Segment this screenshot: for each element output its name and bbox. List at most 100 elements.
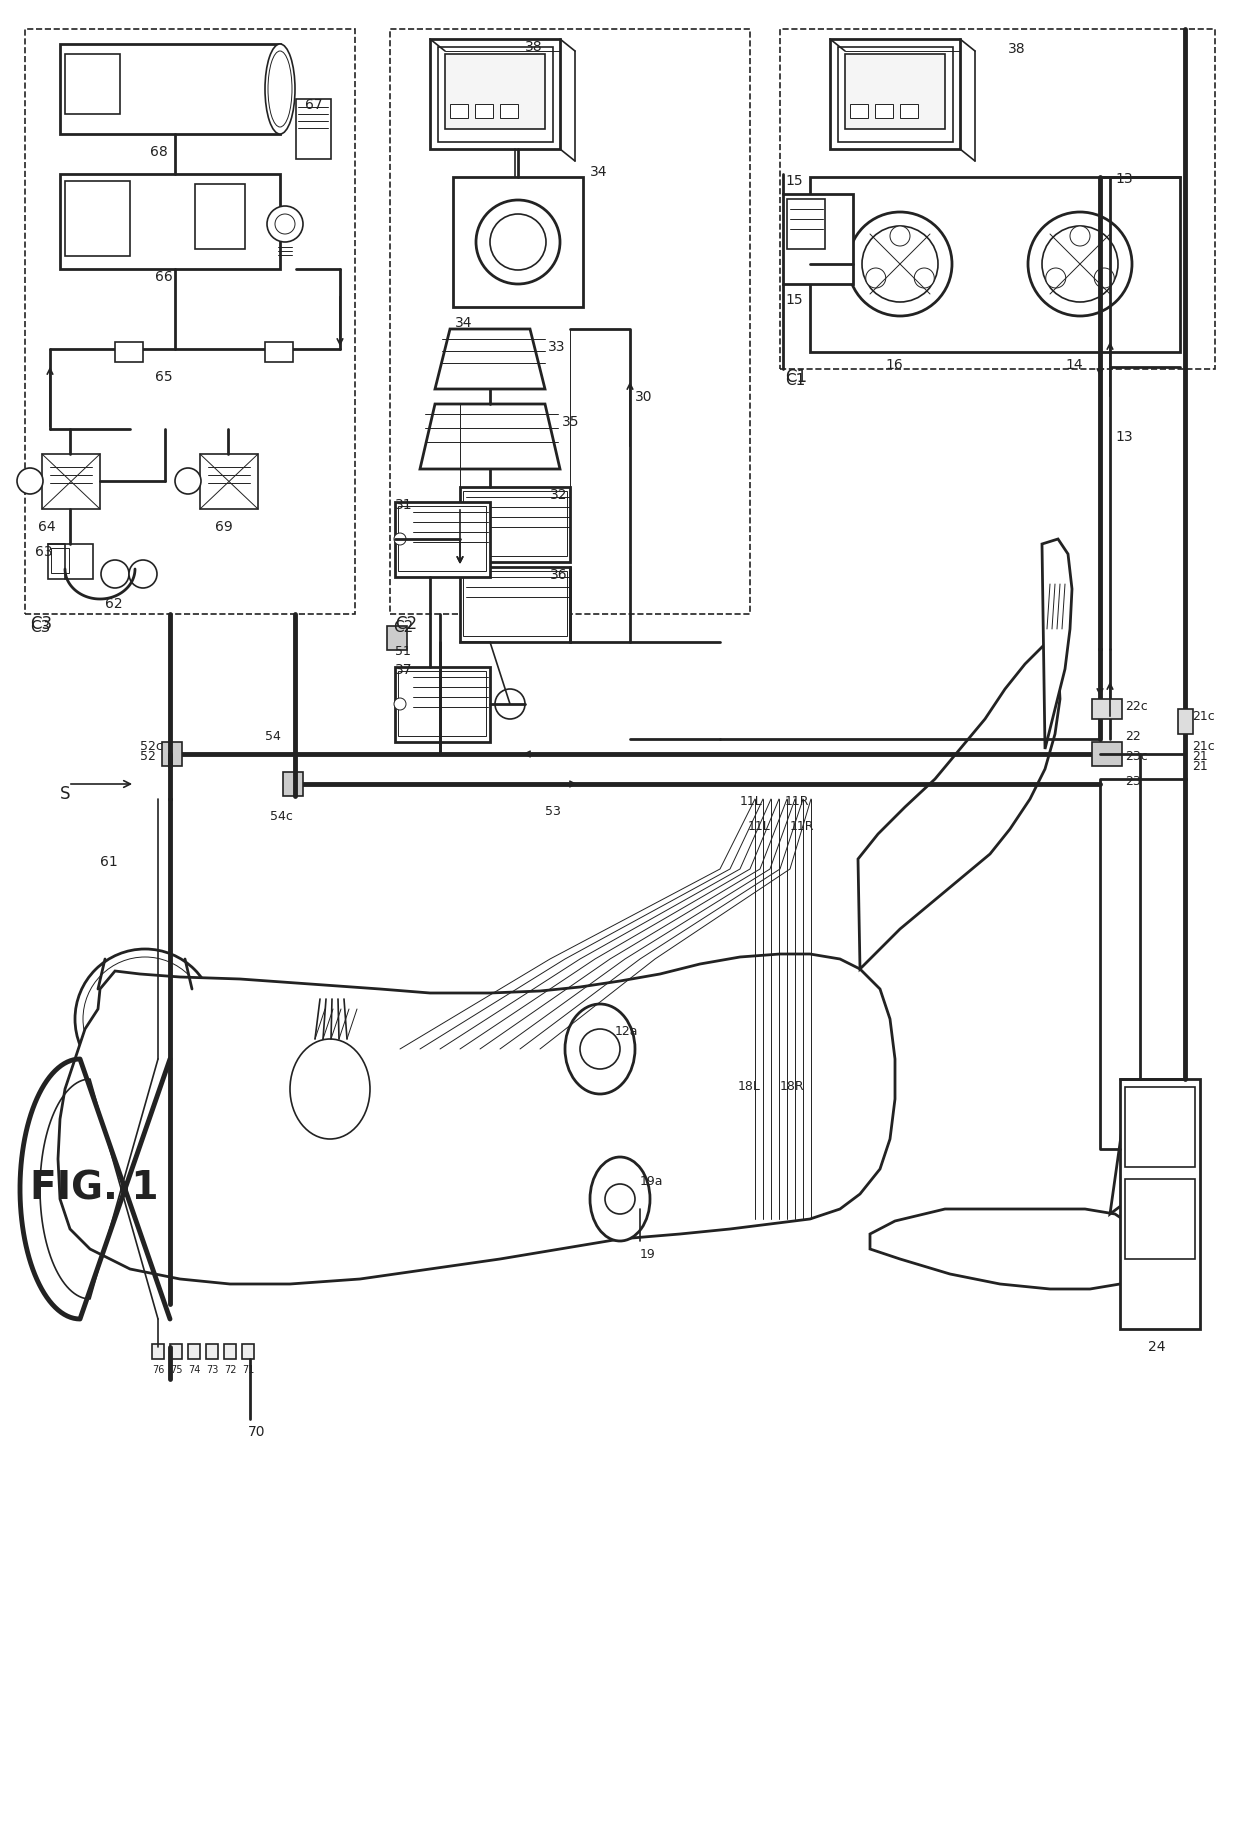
Text: 67: 67 [305,98,322,111]
Text: 18R: 18R [780,1079,805,1092]
Text: 21: 21 [1192,760,1208,773]
Text: 18L: 18L [738,1079,761,1092]
Bar [460,567,570,644]
Text: C2: C2 [393,620,413,634]
Bar [875,106,893,118]
Bar [1125,1087,1195,1167]
Text: 21: 21 [1192,749,1208,762]
Bar [206,1344,218,1360]
Bar [438,47,553,142]
Bar [1178,709,1193,735]
Polygon shape [420,405,560,470]
Text: 24: 24 [1148,1340,1166,1353]
Bar [25,29,355,614]
Text: FIG. 1: FIG. 1 [30,1169,159,1207]
Text: 35: 35 [562,416,579,428]
Bar [283,773,303,797]
Text: 52c: 52c [140,740,162,753]
Circle shape [495,689,525,720]
Circle shape [100,561,129,589]
Text: 38: 38 [525,40,543,55]
Circle shape [862,226,937,303]
Polygon shape [1110,1125,1158,1214]
Bar [1120,1079,1200,1329]
Text: 12a: 12a [615,1025,639,1037]
Text: 15: 15 [785,173,802,188]
Circle shape [580,1030,620,1070]
Polygon shape [858,640,1060,970]
Circle shape [267,206,303,242]
Text: 13: 13 [1115,430,1132,443]
Bar [900,106,918,118]
Text: 32: 32 [551,489,568,501]
Circle shape [490,215,546,272]
Bar [780,29,1215,370]
Text: 23: 23 [1125,775,1141,788]
Circle shape [394,534,405,545]
Bar [396,503,490,578]
Text: 19: 19 [640,1247,656,1260]
Text: 21c: 21c [1192,740,1215,753]
Bar [195,184,246,250]
Bar [51,549,69,574]
Bar [391,29,750,614]
Text: 13: 13 [1115,171,1132,186]
Bar [1092,700,1122,720]
Bar [1092,742,1122,767]
Text: 61: 61 [100,855,118,868]
Bar [445,55,546,129]
Text: 75: 75 [170,1364,182,1375]
Bar [463,572,567,636]
Text: 71: 71 [242,1364,254,1375]
Text: 21c: 21c [1192,709,1215,722]
Circle shape [1045,268,1065,288]
Circle shape [605,1185,635,1214]
Text: 76: 76 [153,1364,165,1375]
Text: 11R: 11R [785,795,810,808]
Bar [398,671,486,736]
Text: 72: 72 [224,1364,237,1375]
Bar [200,454,258,510]
Polygon shape [58,955,895,1283]
Bar [42,454,100,510]
Text: 51: 51 [396,645,410,658]
Text: 22c: 22c [1125,700,1148,713]
Text: 11R: 11R [790,820,815,833]
Text: 34: 34 [455,315,472,330]
Text: 70: 70 [248,1424,265,1438]
Circle shape [1070,226,1090,246]
Text: 14: 14 [1065,357,1083,372]
Circle shape [17,469,43,494]
Text: 19a: 19a [640,1174,663,1187]
Bar [844,55,945,129]
Text: 74: 74 [188,1364,201,1375]
Bar [115,343,143,363]
Bar [153,1344,164,1360]
Bar [463,492,567,556]
Bar [838,47,954,142]
Bar [188,1344,200,1360]
Text: 38: 38 [1008,42,1025,57]
Text: 54c: 54c [270,809,293,822]
Text: 33: 33 [548,339,565,354]
Text: C1: C1 [785,372,805,388]
Circle shape [866,268,885,288]
Bar [224,1344,236,1360]
Text: 53: 53 [546,804,560,817]
Text: 30: 30 [635,390,652,403]
Text: C3: C3 [30,614,52,633]
Circle shape [175,469,201,494]
Text: 16: 16 [885,357,903,372]
Text: 68: 68 [150,144,167,159]
Bar [64,182,130,257]
Text: 73: 73 [206,1364,218,1375]
Bar [787,201,825,250]
Ellipse shape [590,1158,650,1241]
Text: 22: 22 [1125,729,1141,742]
Text: 31: 31 [396,498,413,512]
Bar [396,667,490,742]
Bar [430,40,560,149]
Bar [60,175,280,270]
Bar [48,545,93,580]
Ellipse shape [565,1004,635,1094]
